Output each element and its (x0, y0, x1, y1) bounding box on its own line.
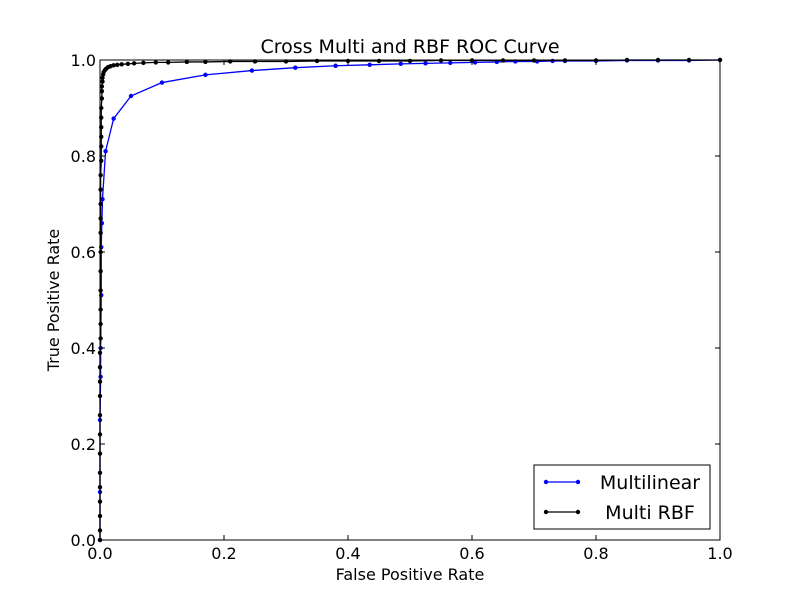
data-point (293, 65, 298, 70)
data-point (99, 89, 105, 94)
data-point (98, 187, 103, 192)
x-tick-label: 0.2 (211, 544, 236, 563)
x-axis-label: False Positive Rate (336, 565, 485, 584)
data-point (141, 60, 146, 66)
data-point (98, 216, 103, 221)
data-point (98, 307, 103, 312)
data-point (423, 61, 428, 66)
data-point (98, 173, 103, 178)
legend-label: Multi RBF (605, 502, 695, 524)
data-point (99, 96, 105, 101)
y-tick-label: 0.6 (71, 243, 96, 262)
x-tick-label: 0.8 (583, 544, 608, 563)
data-point (376, 58, 382, 64)
legend-marker (575, 479, 581, 485)
data-point (111, 63, 116, 68)
data-point (111, 116, 116, 121)
y-tick-label: 0.8 (71, 147, 96, 166)
data-point (166, 60, 171, 65)
data-point (249, 68, 255, 73)
data-point (100, 79, 105, 84)
data-point (98, 201, 103, 207)
x-tick-label: 0.4 (335, 544, 360, 563)
x-tick-label: 0.0 (87, 544, 112, 563)
data-point (367, 62, 372, 67)
data-point (333, 63, 338, 68)
data-point (407, 58, 413, 64)
data-point (98, 230, 103, 235)
x-tick-label: 0.6 (459, 544, 484, 563)
data-point (131, 61, 137, 66)
data-point (100, 197, 105, 202)
data-point (203, 59, 208, 65)
y-tick-label: 0.4 (71, 339, 96, 358)
data-point (159, 80, 165, 85)
legend-item: Multilinear (543, 472, 700, 494)
data-point (98, 288, 103, 293)
data-point (119, 62, 124, 67)
legend-box (533, 464, 711, 530)
legend-marker (543, 479, 549, 485)
y-tick-label: 0.2 (71, 435, 96, 454)
data-point (203, 72, 208, 78)
data-point (98, 269, 103, 274)
data-point (99, 84, 105, 89)
ticks-layer: 0.0 0.2 0.4 0.6 0.8 1.0 0.0 0.2 0.4 0.6 0.8 1.0 (71, 51, 733, 563)
x-tick-label: 1.0 (707, 544, 732, 563)
data-point (128, 93, 134, 99)
legend: Multilinear Multi RBF (533, 464, 711, 530)
legend-marker (543, 509, 549, 515)
data-point (115, 62, 120, 67)
legend-marker (575, 509, 581, 515)
data-point (98, 336, 103, 341)
legend-item: Multi RBF (543, 502, 695, 524)
data-point (448, 60, 453, 66)
data-point (184, 59, 189, 65)
y-tick-label: 0.0 (71, 531, 96, 550)
chart-title: Cross Multi and RBF ROC Curve (260, 36, 559, 58)
y-axis-label: True Positive Rate (44, 229, 63, 373)
data-point (153, 60, 158, 65)
data-point (125, 61, 131, 67)
legend-label: Multilinear (600, 472, 700, 494)
data-point (398, 61, 403, 67)
data-point (98, 321, 103, 327)
data-point (100, 75, 105, 80)
data-point (314, 58, 320, 64)
plot-frame (99, 59, 721, 541)
y-tick-label: 1.0 (71, 51, 96, 70)
data-point (103, 149, 108, 154)
